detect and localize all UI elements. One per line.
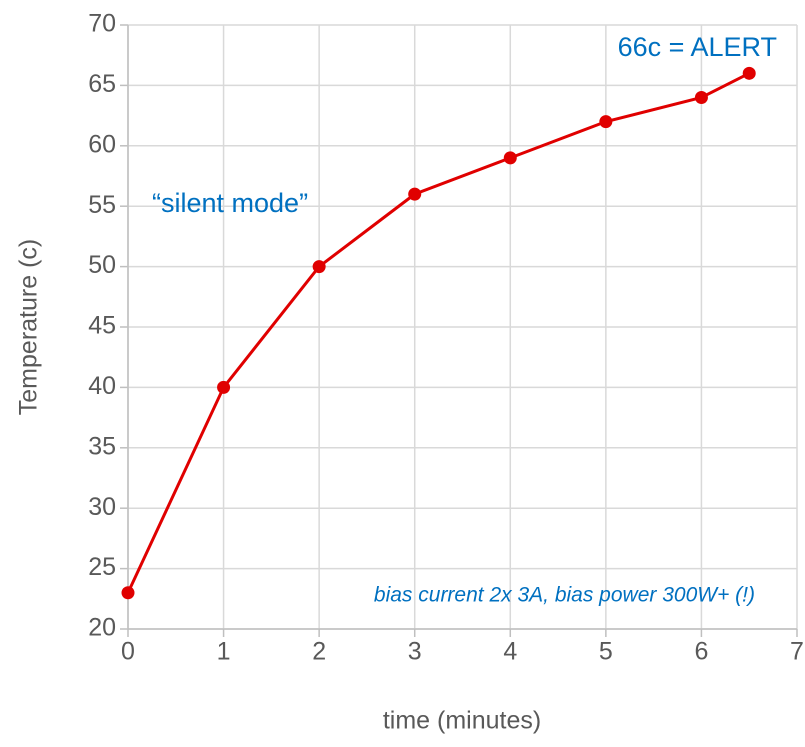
- x-tick-label: 6: [694, 638, 708, 666]
- y-tick-label: 35: [88, 432, 116, 460]
- line: [126, 71, 750, 594]
- point: [694, 90, 708, 104]
- x-tick-label: 1: [217, 638, 231, 666]
- annotation: 66c = ALERT: [618, 32, 777, 62]
- x-tick-label: 3: [408, 638, 422, 666]
- annotation: bias current 2x 3A, bias power 300W+ (!): [374, 584, 755, 607]
- y-tick-label: 70: [88, 10, 116, 38]
- point: [408, 187, 422, 201]
- x-tick-label: 5: [599, 638, 613, 666]
- y-tick-label: 25: [88, 553, 116, 581]
- annotation: “silent mode”: [152, 188, 308, 218]
- point: [599, 115, 613, 129]
- y-tick-label: 20: [88, 614, 116, 642]
- y-tick-label: 50: [88, 251, 116, 279]
- point: [217, 380, 231, 394]
- x-tick-label: 7: [790, 638, 804, 666]
- y-tick-label: 60: [88, 130, 116, 158]
- x-axis-label: time (minutes): [383, 707, 541, 735]
- y-tick-label: 40: [88, 372, 116, 400]
- point: [503, 151, 517, 165]
- y-tick-label: 30: [88, 493, 116, 521]
- y-axis-label: Temperature (c): [15, 239, 43, 415]
- point: [312, 260, 326, 274]
- point: [121, 586, 135, 600]
- x-tick-label: 0: [121, 638, 135, 666]
- x-tick-label: 4: [503, 638, 517, 666]
- y-tick-label: 45: [88, 312, 116, 340]
- y-tick-label: 55: [88, 191, 116, 219]
- y-tick-label: 65: [88, 70, 116, 98]
- x-tick-label: 2: [312, 638, 326, 666]
- point: [742, 66, 756, 80]
